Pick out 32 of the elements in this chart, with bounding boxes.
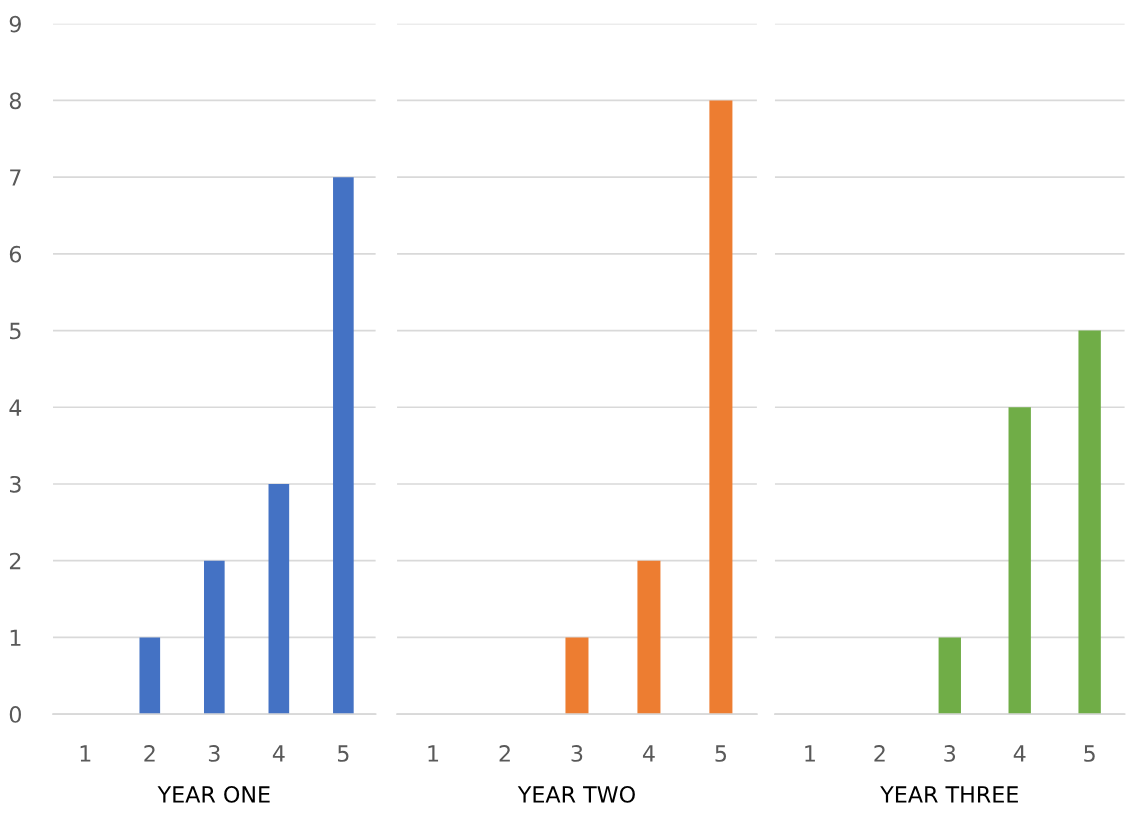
y-tick-label: 0 — [9, 706, 21, 723]
bar — [139, 637, 161, 715]
y-tick-label: 9 — [9, 15, 21, 33]
x-tick-label: 2 — [499, 745, 510, 762]
x-tick-label: 3 — [944, 745, 956, 762]
x-tick-label: 1 — [428, 745, 439, 762]
y-tick-label: 4 — [9, 399, 22, 416]
y-tick-label: 8 — [9, 92, 21, 110]
x-tick-label: 1 — [805, 745, 815, 762]
bar — [333, 177, 354, 715]
x-axis-title: YEAR ONE — [157, 786, 270, 803]
x-axis-title: YEAR THREE — [880, 786, 1018, 803]
y-tick-label: 6 — [9, 245, 22, 263]
x-axis-title: YEAR TWO — [517, 786, 635, 803]
x-tick-label: 5 — [1084, 745, 1095, 762]
x-tick-label: 4 — [1013, 745, 1026, 762]
y-tick-label: 3 — [10, 475, 21, 493]
x-tick-label: 2 — [144, 745, 155, 762]
x-tick-label: 5 — [715, 745, 727, 762]
y-tick-label: 2 — [9, 552, 21, 570]
x-tick-label: 4 — [642, 745, 655, 762]
x-tick-label: 1 — [80, 745, 91, 762]
x-tick-label: 5 — [338, 745, 349, 762]
y-tick-label: 7 — [10, 169, 21, 186]
bar — [268, 483, 290, 715]
x-tick-label: 2 — [874, 745, 885, 762]
y-tick-label: 5 — [10, 322, 21, 340]
x-tick-label: 4 — [272, 745, 285, 762]
x-tick-label: 3 — [571, 745, 583, 762]
y-tick-label: 1 — [10, 629, 21, 646]
bar — [204, 560, 225, 715]
x-tick-label: 3 — [208, 745, 220, 762]
